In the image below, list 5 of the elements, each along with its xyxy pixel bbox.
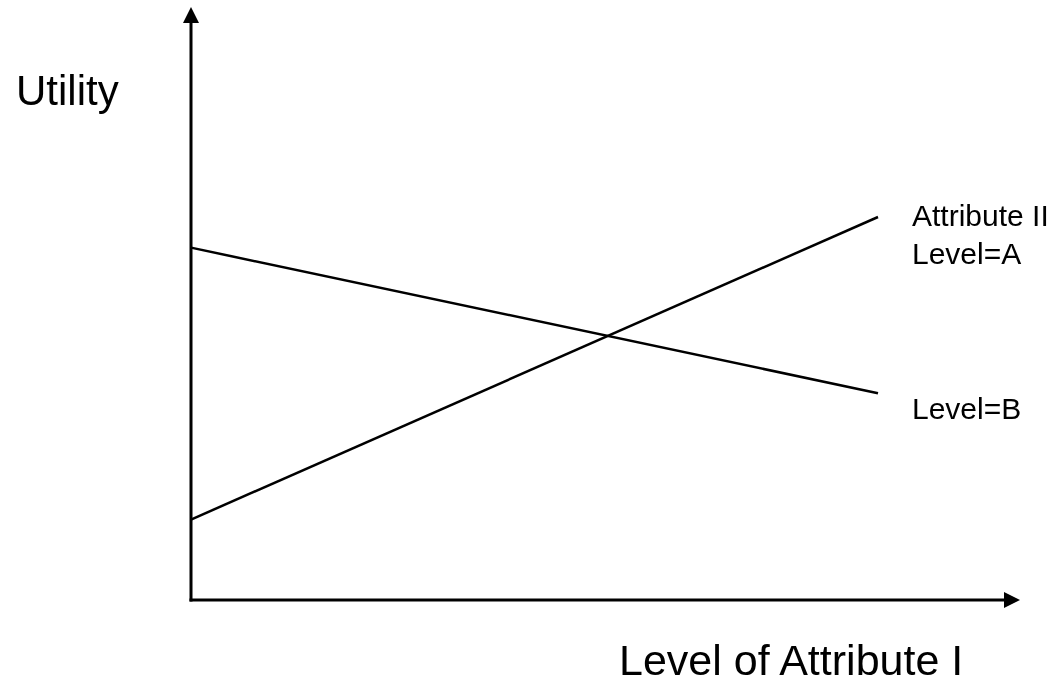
y-axis-title: Utility <box>16 67 119 114</box>
series-label: Level=B <box>912 392 1022 426</box>
legend-title: Attribute II <box>912 199 1049 233</box>
series-label: Level=A <box>912 237 1022 271</box>
x-axis-title: Level of Attribute I <box>619 636 964 684</box>
